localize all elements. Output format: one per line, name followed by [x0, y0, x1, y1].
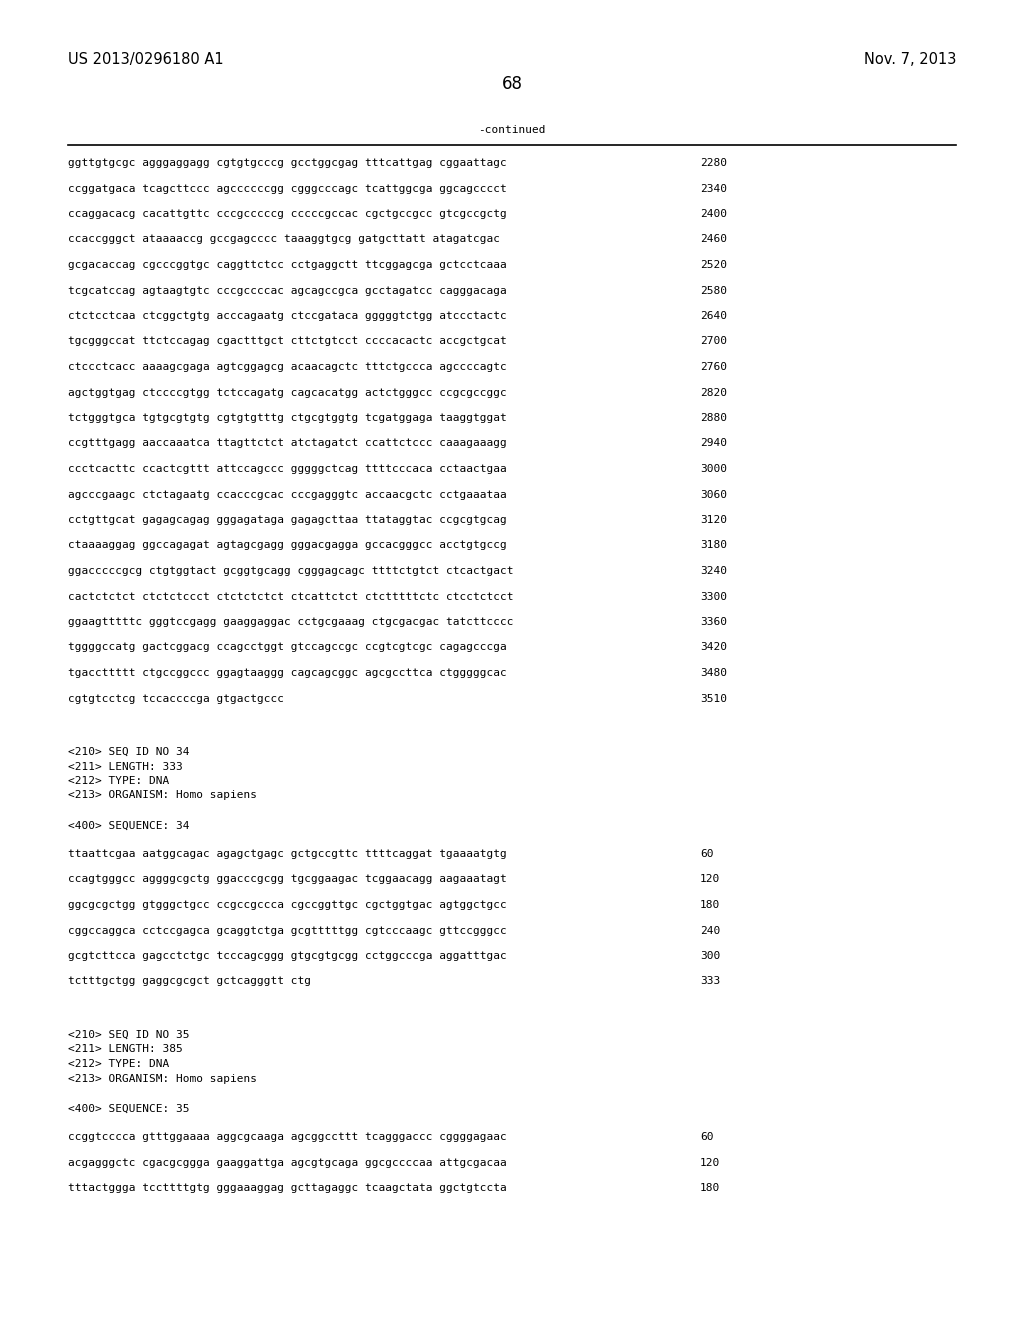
Text: <212> TYPE: DNA: <212> TYPE: DNA: [68, 1059, 169, 1069]
Text: <211> LENGTH: 385: <211> LENGTH: 385: [68, 1044, 182, 1055]
Text: ctccctcacc aaaagcgaga agtcggagcg acaacagctc tttctgccca agccccagtc: ctccctcacc aaaagcgaga agtcggagcg acaacag…: [68, 362, 507, 372]
Text: 3120: 3120: [700, 515, 727, 525]
Text: 2640: 2640: [700, 312, 727, 321]
Text: 2460: 2460: [700, 235, 727, 244]
Text: 300: 300: [700, 950, 720, 961]
Text: 60: 60: [700, 849, 714, 859]
Text: 2580: 2580: [700, 285, 727, 296]
Text: 3510: 3510: [700, 693, 727, 704]
Text: 120: 120: [700, 874, 720, 884]
Text: ccctcacttc ccactcgttt attccagccc gggggctcag ttttcccaca cctaactgaa: ccctcacttc ccactcgttt attccagccc gggggct…: [68, 465, 507, 474]
Text: ccaggacacg cacattgttc cccgcccccg cccccgccac cgctgccgcc gtcgccgctg: ccaggacacg cacattgttc cccgcccccg cccccgc…: [68, 209, 507, 219]
Text: <400> SEQUENCE: 35: <400> SEQUENCE: 35: [68, 1104, 189, 1114]
Text: cctgttgcat gagagcagag gggagataga gagagcttaa ttataggtac ccgcgtgcag: cctgttgcat gagagcagag gggagataga gagagct…: [68, 515, 507, 525]
Text: 3360: 3360: [700, 616, 727, 627]
Text: <213> ORGANISM: Homo sapiens: <213> ORGANISM: Homo sapiens: [68, 791, 257, 800]
Text: ctaaaaggag ggccagagat agtagcgagg gggacgagga gccacgggcc acctgtgccg: ctaaaaggag ggccagagat agtagcgagg gggacga…: [68, 540, 507, 550]
Text: ccggtcccca gtttggaaaa aggcgcaaga agcggccttt tcagggaccc cggggagaac: ccggtcccca gtttggaaaa aggcgcaaga agcggcc…: [68, 1133, 507, 1142]
Text: ccggatgaca tcagcttccc agccccccgg cgggcccagc tcattggcga ggcagcccct: ccggatgaca tcagcttccc agccccccgg cgggccc…: [68, 183, 507, 194]
Text: 180: 180: [700, 1183, 720, 1193]
Text: 333: 333: [700, 977, 720, 986]
Text: ccgtttgagg aaccaaatca ttagttctct atctagatct ccattctccc caaagaaagg: ccgtttgagg aaccaaatca ttagttctct atctaga…: [68, 438, 507, 449]
Text: <213> ORGANISM: Homo sapiens: <213> ORGANISM: Homo sapiens: [68, 1073, 257, 1084]
Text: ctctcctcaa ctcggctgtg acccagaatg ctccgataca gggggtctgg atccctactc: ctctcctcaa ctcggctgtg acccagaatg ctccgat…: [68, 312, 507, 321]
Text: Nov. 7, 2013: Nov. 7, 2013: [863, 51, 956, 67]
Text: 3420: 3420: [700, 643, 727, 652]
Text: tttactggga tccttttgtg gggaaaggag gcttagaggc tcaagctata ggctgtccta: tttactggga tccttttgtg gggaaaggag gcttaga…: [68, 1183, 507, 1193]
Text: 120: 120: [700, 1158, 720, 1167]
Text: ttaattcgaa aatggcagac agagctgagc gctgccgttc ttttcaggat tgaaaatgtg: ttaattcgaa aatggcagac agagctgagc gctgccg…: [68, 849, 507, 859]
Text: 2940: 2940: [700, 438, 727, 449]
Text: tgaccttttt ctgccggccc ggagtaaggg cagcagcggc agcgccttca ctgggggcac: tgaccttttt ctgccggccc ggagtaaggg cagcagc…: [68, 668, 507, 678]
Text: 60: 60: [700, 1133, 714, 1142]
Text: 3000: 3000: [700, 465, 727, 474]
Text: tggggccatg gactcggacg ccagcctggt gtccagccgc ccgtcgtcgc cagagcccga: tggggccatg gactcggacg ccagcctggt gtccagc…: [68, 643, 507, 652]
Text: 3480: 3480: [700, 668, 727, 678]
Text: <210> SEQ ID NO 35: <210> SEQ ID NO 35: [68, 1030, 189, 1040]
Text: 3180: 3180: [700, 540, 727, 550]
Text: 2520: 2520: [700, 260, 727, 271]
Text: agcccgaagc ctctagaatg ccacccgcac cccgagggtc accaacgctc cctgaaataa: agcccgaagc ctctagaatg ccacccgcac cccgagg…: [68, 490, 507, 499]
Text: US 2013/0296180 A1: US 2013/0296180 A1: [68, 51, 223, 67]
Text: -continued: -continued: [478, 125, 546, 135]
Text: 2760: 2760: [700, 362, 727, 372]
Text: 180: 180: [700, 900, 720, 909]
Text: <210> SEQ ID NO 34: <210> SEQ ID NO 34: [68, 747, 189, 756]
Text: ggaagtttttc gggtccgagg gaaggaggac cctgcgaaag ctgcgacgac tatcttcccc: ggaagtttttc gggtccgagg gaaggaggac cctgcg…: [68, 616, 513, 627]
Text: cactctctct ctctctccct ctctctctct ctcattctct ctctttttctc ctcctctcct: cactctctct ctctctccct ctctctctct ctcattc…: [68, 591, 513, 602]
Text: tcgcatccag agtaagtgtc cccgccccac agcagccgca gcctagatcc cagggacaga: tcgcatccag agtaagtgtc cccgccccac agcagcc…: [68, 285, 507, 296]
Text: 2280: 2280: [700, 158, 727, 168]
Text: 2400: 2400: [700, 209, 727, 219]
Text: 3060: 3060: [700, 490, 727, 499]
Text: gcgtcttcca gagcctctgc tcccagcggg gtgcgtgcgg cctggcccga aggatttgac: gcgtcttcca gagcctctgc tcccagcggg gtgcgtg…: [68, 950, 507, 961]
Text: 68: 68: [502, 75, 522, 92]
Text: 2880: 2880: [700, 413, 727, 422]
Text: ccaccgggct ataaaaccg gccgagcccc taaaggtgcg gatgcttatt atagatcgac: ccaccgggct ataaaaccg gccgagcccc taaaggtg…: [68, 235, 500, 244]
Text: gcgacaccag cgcccggtgc caggttctcc cctgaggctt ttcggagcga gctcctcaaa: gcgacaccag cgcccggtgc caggttctcc cctgagg…: [68, 260, 507, 271]
Text: 2820: 2820: [700, 388, 727, 397]
Text: cgtgtcctcg tccaccccga gtgactgccc: cgtgtcctcg tccaccccga gtgactgccc: [68, 693, 284, 704]
Text: tctttgctgg gaggcgcgct gctcagggtt ctg: tctttgctgg gaggcgcgct gctcagggtt ctg: [68, 977, 311, 986]
Text: <211> LENGTH: 333: <211> LENGTH: 333: [68, 762, 182, 771]
Text: 2700: 2700: [700, 337, 727, 346]
Text: <400> SEQUENCE: 34: <400> SEQUENCE: 34: [68, 821, 189, 832]
Text: 240: 240: [700, 925, 720, 936]
Text: cggccaggca cctccgagca gcaggtctga gcgtttttgg cgtcccaagc gttccgggcc: cggccaggca cctccgagca gcaggtctga gcgtttt…: [68, 925, 507, 936]
Text: ggcgcgctgg gtgggctgcc ccgccgccca cgccggttgc cgctggtgac agtggctgcc: ggcgcgctgg gtgggctgcc ccgccgccca cgccggt…: [68, 900, 507, 909]
Text: tctgggtgca tgtgcgtgtg cgtgtgtttg ctgcgtggtg tcgatggaga taaggtggat: tctgggtgca tgtgcgtgtg cgtgtgtttg ctgcgtg…: [68, 413, 507, 422]
Text: <212> TYPE: DNA: <212> TYPE: DNA: [68, 776, 169, 785]
Text: 2340: 2340: [700, 183, 727, 194]
Text: acgagggctc cgacgcggga gaaggattga agcgtgcaga ggcgccccaa attgcgacaa: acgagggctc cgacgcggga gaaggattga agcgtgc…: [68, 1158, 507, 1167]
Text: 3240: 3240: [700, 566, 727, 576]
Text: ggttgtgcgc agggaggagg cgtgtgcccg gcctggcgag tttcattgag cggaattagc: ggttgtgcgc agggaggagg cgtgtgcccg gcctggc…: [68, 158, 507, 168]
Text: 3300: 3300: [700, 591, 727, 602]
Text: ggacccccgcg ctgtggtact gcggtgcagg cgggagcagc ttttctgtct ctcactgact: ggacccccgcg ctgtggtact gcggtgcagg cgggag…: [68, 566, 513, 576]
Text: agctggtgag ctccccgtgg tctccagatg cagcacatgg actctgggcc ccgcgccggc: agctggtgag ctccccgtgg tctccagatg cagcaca…: [68, 388, 507, 397]
Text: ccagtgggcc aggggcgctg ggacccgcgg tgcggaagac tcggaacagg aagaaatagt: ccagtgggcc aggggcgctg ggacccgcgg tgcggaa…: [68, 874, 507, 884]
Text: tgcgggccat ttctccagag cgactttgct cttctgtcct ccccacactc accgctgcat: tgcgggccat ttctccagag cgactttgct cttctgt…: [68, 337, 507, 346]
